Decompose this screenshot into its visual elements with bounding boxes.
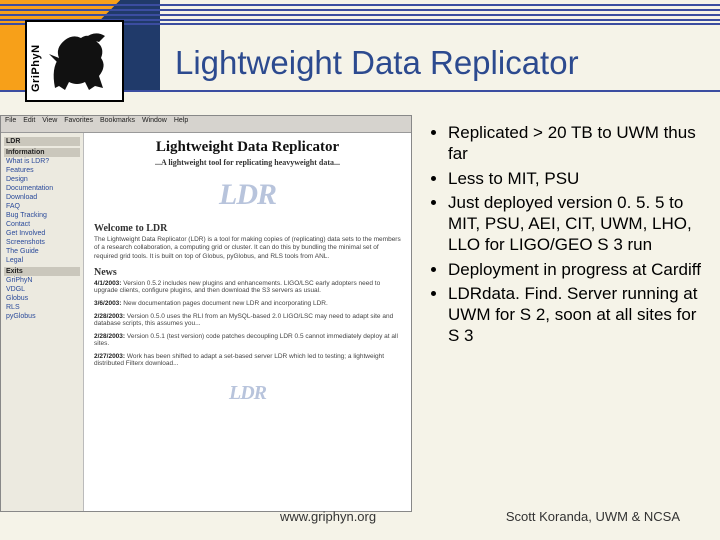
bg-rule <box>0 4 720 6</box>
browser-sidebar: LDR Information What is LDR? Features De… <box>1 133 84 512</box>
section-heading: Welcome to LDR <box>94 223 401 234</box>
news-item: 2/27/2003: Work has been shifted to adap… <box>94 353 401 367</box>
sidebar-link[interactable]: Documentation <box>4 184 80 193</box>
sidebar-link[interactable]: Download <box>4 193 80 202</box>
griphyn-logo: GriPhyN <box>25 20 124 102</box>
section-para: The Lightweight Data Replicator (LDR) is… <box>94 236 401 261</box>
footer-credit: Scott Koranda, UWM & NCSA <box>506 509 680 524</box>
footer-url: www.griphyn.org <box>280 509 376 524</box>
sidebar-link[interactable]: Legal <box>4 256 80 265</box>
menu-item[interactable]: Bookmarks <box>100 117 135 124</box>
bg-rule <box>0 14 720 16</box>
sidebar-link[interactable]: Globus <box>4 294 80 303</box>
sidebar-link[interactable]: The Guide <box>4 247 80 256</box>
ldr-logo-small: LDR <box>198 373 298 413</box>
sidebar-link[interactable]: RLS <box>4 303 80 312</box>
news-item: 2/28/2003: Version 0.5.0 uses the RLI fr… <box>94 313 401 327</box>
browser-menubar: File Edit View Favorites Bookmarks Windo… <box>1 116 411 133</box>
page-title: Lightweight Data Replicator <box>94 139 401 156</box>
menu-item[interactable]: Window <box>142 117 167 124</box>
bg-rule <box>0 9 720 11</box>
browser-content: Lightweight Data Replicator ...A lightwe… <box>84 133 411 512</box>
menu-item[interactable]: View <box>42 117 57 124</box>
slide-title: Lightweight Data Replicator <box>175 44 579 82</box>
sidebar-link[interactable]: GriPhyN <box>4 276 80 285</box>
bullet-list: Replicated > 20 TB to UWM thus far Less … <box>430 122 705 350</box>
menu-item[interactable]: File <box>5 117 16 124</box>
bullet-item: Deployment in progress at Cardiff <box>448 259 705 280</box>
menu-item[interactable]: Edit <box>23 117 35 124</box>
sidebar-link[interactable]: Screenshots <box>4 238 80 247</box>
ldr-logo: LDR <box>173 175 323 215</box>
sidebar-link[interactable]: Bug Tracking <box>4 211 80 220</box>
sidebar-link[interactable]: Contact <box>4 220 80 229</box>
news-item: 4/1/2003: Version 0.5.2 includes new plu… <box>94 280 401 294</box>
bullet-item: Replicated > 20 TB to UWM thus far <box>448 122 705 165</box>
sidebar-link[interactable]: FAQ <box>4 202 80 211</box>
menu-item[interactable]: Favorites <box>64 117 93 124</box>
logo-sidebar-text: GriPhyN <box>30 44 42 92</box>
sidebar-link[interactable]: Features <box>4 166 80 175</box>
menu-item[interactable]: Help <box>174 117 188 124</box>
sidebar-link[interactable]: What is LDR? <box>4 157 80 166</box>
bullet-item: LDRdata. Find. Server running at UWM for… <box>448 283 705 347</box>
section-heading: News <box>94 267 401 278</box>
sidebar-header: Information <box>4 148 80 157</box>
bullet-item: Just deployed version 0. 5. 5 to MIT, PS… <box>448 192 705 256</box>
page-subtitle: ...A lightweight tool for replicating he… <box>94 158 401 167</box>
sidebar-link[interactable]: pyGlobus <box>4 312 80 321</box>
sidebar-link[interactable]: VDGL <box>4 285 80 294</box>
sidebar-link[interactable]: Get Involved <box>4 229 80 238</box>
sidebar-link[interactable]: Design <box>4 175 80 184</box>
sidebar-header: Exits <box>4 267 80 276</box>
news-item: 2/28/2003: Version 0.5.1 (test version) … <box>94 333 401 347</box>
browser-screenshot: File Edit View Favorites Bookmarks Windo… <box>0 115 412 512</box>
bullet-item: Less to MIT, PSU <box>448 168 705 189</box>
news-item: 3/6/2003: New documentation pages docume… <box>94 300 401 307</box>
griffin-icon <box>45 28 115 94</box>
sidebar-header: LDR <box>4 137 80 146</box>
